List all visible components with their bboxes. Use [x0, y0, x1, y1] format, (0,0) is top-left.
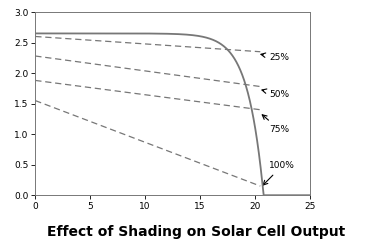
Text: Effect of Shading on Solar Cell Output: Effect of Shading on Solar Cell Output — [47, 225, 345, 239]
Text: 50%: 50% — [262, 89, 289, 99]
Text: 100%: 100% — [263, 161, 295, 185]
Text: 25%: 25% — [261, 53, 289, 62]
Text: 75%: 75% — [262, 115, 289, 134]
